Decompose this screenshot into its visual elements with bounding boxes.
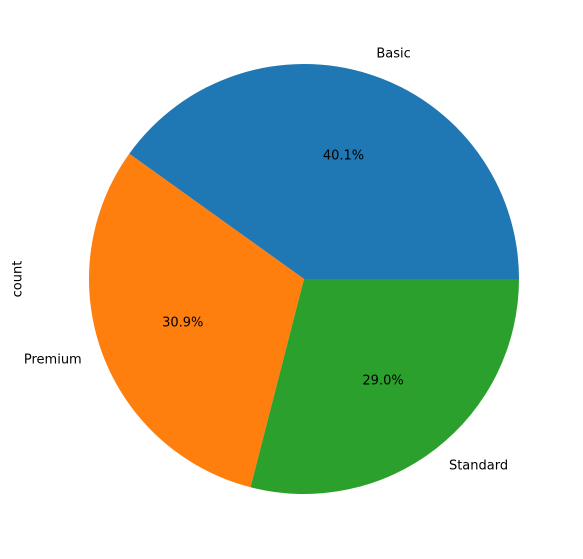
y-axis-label: count — [11, 261, 26, 298]
pie-slice — [129, 63, 519, 279]
slice-label: Basic — [376, 46, 410, 61]
pie-slice — [250, 279, 519, 494]
value-label: 29.0% — [362, 373, 403, 388]
slice-label: Premium — [24, 352, 82, 367]
pie-slice — [89, 153, 304, 488]
value-label: 40.1% — [323, 149, 364, 164]
slice-label: Standard — [449, 458, 508, 473]
value-label: 30.9% — [162, 316, 203, 331]
